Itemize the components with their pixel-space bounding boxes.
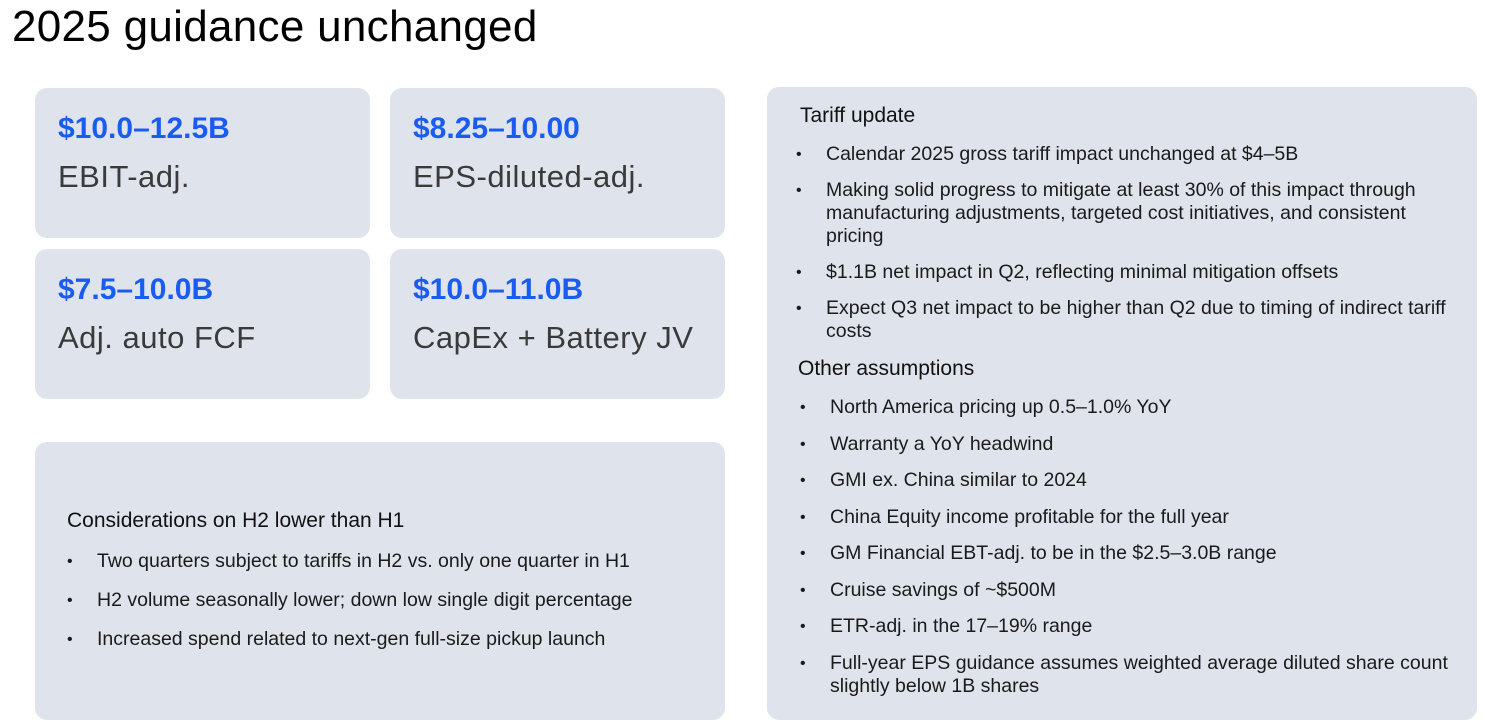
assumptions-list: North America pricing up 0.5–1.0% YoY Wa… [800,396,1470,711]
tariff-heading: Tariff update [800,104,916,127]
metric-value: $7.5–10.0B [58,273,214,306]
list-item: Warranty a YoY headwind [800,433,1470,456]
list-item: North America pricing up 0.5–1.0% YoY [800,396,1470,419]
list-item: Making solid progress to mitigate at lea… [796,179,1466,248]
page-title: 2025 guidance unchanged [12,2,538,51]
list-item: $1.1B net impact in Q2, reflecting minim… [796,261,1466,284]
list-item: Calendar 2025 gross tariff impact unchan… [796,143,1466,166]
metric-card-fcf: $7.5–10.0B Adj. auto FCF [35,249,370,399]
metric-label: EPS-diluted-adj. [413,159,646,194]
metric-label: Adj. auto FCF [58,320,256,355]
tariff-assumptions-card: Tariff update Calendar 2025 gross tariff… [767,87,1477,720]
list-item: Cruise savings of ~$500M [800,579,1470,602]
metric-label: CapEx + Battery JV [413,320,694,355]
list-item: GM Financial EBT-adj. to be in the $2.5–… [800,542,1470,565]
list-item: ETR-adj. in the 17–19% range [800,615,1470,638]
considerations-heading: Considerations on H2 lower than H1 [67,509,405,532]
list-item: China Equity income profitable for the f… [800,506,1470,529]
list-item: Expect Q3 net impact to be higher than Q… [796,297,1466,343]
metric-label: EBIT-adj. [58,159,190,194]
list-item: Increased spend related to next-gen full… [67,628,717,651]
list-item: Two quarters subject to tariffs in H2 vs… [67,550,717,573]
assumptions-heading: Other assumptions [798,357,975,380]
considerations-list: Two quarters subject to tariffs in H2 vs… [67,550,717,667]
metric-card-capex: $10.0–11.0B CapEx + Battery JV [390,249,725,399]
list-item: H2 volume seasonally lower; down low sin… [67,589,717,612]
tariff-list: Calendar 2025 gross tariff impact unchan… [796,143,1466,356]
list-item: GMI ex. China similar to 2024 [800,469,1470,492]
metric-card-ebit: $10.0–12.5B EBIT-adj. [35,88,370,238]
metric-value: $8.25–10.00 [413,112,580,145]
metric-card-eps: $8.25–10.00 EPS-diluted-adj. [390,88,725,238]
list-item: Full-year EPS guidance assumes weighted … [800,652,1470,698]
metric-value: $10.0–12.5B [58,112,230,145]
metric-value: $10.0–11.0B [413,273,584,306]
considerations-card: Considerations on H2 lower than H1 Two q… [35,442,725,720]
